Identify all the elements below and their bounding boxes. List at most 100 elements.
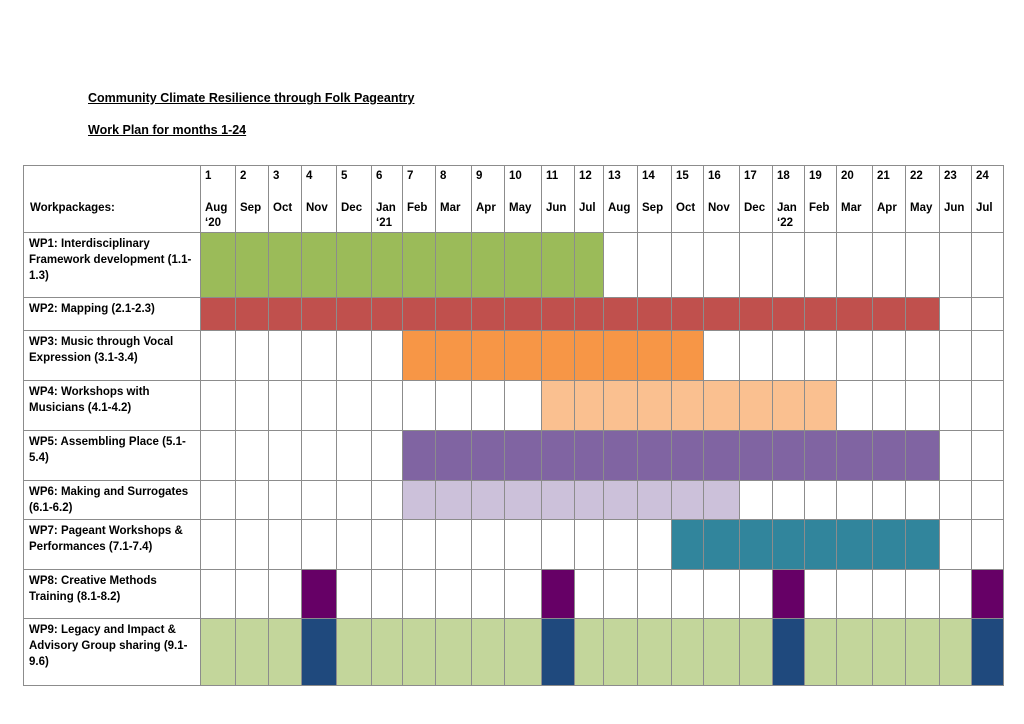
schedule-empty-cell	[301, 480, 337, 520]
schedule-empty-cell	[603, 519, 638, 570]
schedule-bar-cell	[504, 232, 542, 298]
month-header: 17 Dec	[739, 165, 773, 233]
workpackage-label: WP6: Making and Surrogates (6.1-6.2)	[23, 480, 201, 520]
month-header: 24 Jul	[971, 165, 1004, 233]
month-header: 18 Jan ‘22	[772, 165, 805, 233]
workpackage-row: WP5: Assembling Place (5.1-5.4)	[23, 430, 1004, 481]
month-number: 1	[205, 170, 212, 182]
document-title: Community Climate Resilience through Fol…	[88, 91, 415, 105]
schedule-empty-cell	[574, 519, 604, 570]
schedule-bar-cell	[574, 380, 604, 431]
schedule-empty-cell	[235, 380, 269, 431]
month-number: 10	[509, 170, 522, 182]
schedule-bar-cell	[603, 618, 638, 686]
schedule-bar-cell	[402, 232, 436, 298]
schedule-empty-cell	[836, 380, 873, 431]
month-number: 22	[910, 170, 923, 182]
schedule-empty-cell	[804, 330, 837, 381]
month-header: 22 May	[905, 165, 940, 233]
schedule-empty-cell	[471, 519, 505, 570]
month-label: Mar	[440, 202, 461, 214]
schedule-empty-cell	[905, 232, 940, 298]
schedule-bar-cell	[872, 519, 906, 570]
schedule-empty-cell	[971, 232, 1004, 298]
schedule-empty-cell	[637, 232, 672, 298]
month-label: Sep	[642, 202, 664, 214]
schedule-bar-cell	[268, 232, 302, 298]
schedule-empty-cell	[804, 232, 837, 298]
month-label: Feb	[809, 202, 830, 214]
schedule-empty-cell	[435, 519, 472, 570]
schedule-bar-cell	[872, 430, 906, 481]
month-label: Nov	[306, 202, 328, 214]
schedule-empty-cell	[371, 480, 403, 520]
schedule-bar-cell	[703, 519, 740, 570]
schedule-empty-cell	[971, 380, 1004, 431]
month-number: 13	[608, 170, 621, 182]
schedule-empty-cell	[301, 330, 337, 381]
schedule-empty-cell	[336, 330, 372, 381]
schedule-bar-cell	[671, 330, 704, 381]
schedule-empty-cell	[336, 380, 372, 431]
schedule-bar-cell	[268, 618, 302, 686]
workpackage-row: WP2: Mapping (2.1-2.3)	[23, 297, 1004, 331]
schedule-bar-cell	[872, 297, 906, 331]
schedule-empty-cell	[371, 519, 403, 570]
schedule-empty-cell	[939, 330, 972, 381]
month-label: May	[509, 202, 532, 214]
workpackage-label: WP4: Workshops with Musicians (4.1-4.2)	[23, 380, 201, 431]
schedule-bar-cell	[435, 618, 472, 686]
schedule-empty-cell	[836, 569, 873, 619]
schedule-bar-cell	[268, 297, 302, 331]
schedule-bar-cell	[804, 430, 837, 481]
month-label: Oct	[273, 202, 293, 214]
schedule-empty-cell	[200, 380, 236, 431]
month-header: 8 Mar	[435, 165, 472, 233]
workpackage-row: WP7: Pageant Workshops & Performances (7…	[23, 519, 1004, 570]
schedule-bar-cell	[739, 618, 773, 686]
month-header: 21 Apr	[872, 165, 906, 233]
month-number: 18	[777, 170, 790, 182]
schedule-bar-cell	[541, 380, 575, 431]
month-label: Dec	[744, 202, 766, 214]
month-header: 20 Mar	[836, 165, 873, 233]
month-label: Sep	[240, 202, 262, 214]
schedule-bar-cell	[905, 519, 940, 570]
schedule-bar-cell	[504, 618, 542, 686]
schedule-bar-cell	[603, 330, 638, 381]
schedule-bar-cell	[772, 380, 805, 431]
schedule-empty-cell	[772, 232, 805, 298]
schedule-empty-cell	[939, 430, 972, 481]
month-number: 12	[579, 170, 592, 182]
schedule-empty-cell	[200, 430, 236, 481]
workpackage-label: WP5: Assembling Place (5.1-5.4)	[23, 430, 201, 481]
schedule-bar-cell	[541, 430, 575, 481]
schedule-empty-cell	[804, 480, 837, 520]
work-plan-table: Workpackages: 1 Aug ‘20 2 Sep 3 Oct 4 Nov 5 Dec 6 Ja…	[23, 165, 1004, 686]
schedule-bar-cell	[836, 297, 873, 331]
schedule-bar-cell	[603, 430, 638, 481]
schedule-bar-cell	[971, 618, 1004, 686]
schedule-bar-cell	[739, 380, 773, 431]
schedule-bar-cell	[471, 430, 505, 481]
month-number: 15	[676, 170, 689, 182]
schedule-bar-cell	[671, 618, 704, 686]
schedule-bar-cell	[235, 618, 269, 686]
workpackages-header: Workpackages:	[23, 165, 201, 233]
month-number: 17	[744, 170, 757, 182]
month-number: 2	[240, 170, 247, 182]
schedule-empty-cell	[872, 232, 906, 298]
schedule-bar-cell	[804, 297, 837, 331]
schedule-bar-cell	[603, 480, 638, 520]
month-label: Aug	[608, 202, 631, 214]
schedule-empty-cell	[371, 569, 403, 619]
schedule-bar-cell	[637, 297, 672, 331]
schedule-bar-cell	[671, 480, 704, 520]
schedule-empty-cell	[671, 232, 704, 298]
schedule-bar-cell	[402, 297, 436, 331]
schedule-empty-cell	[235, 430, 269, 481]
month-number: 11	[546, 170, 559, 182]
schedule-bar-cell	[603, 297, 638, 331]
month-header: 3 Oct	[268, 165, 302, 233]
schedule-bar-cell	[541, 330, 575, 381]
